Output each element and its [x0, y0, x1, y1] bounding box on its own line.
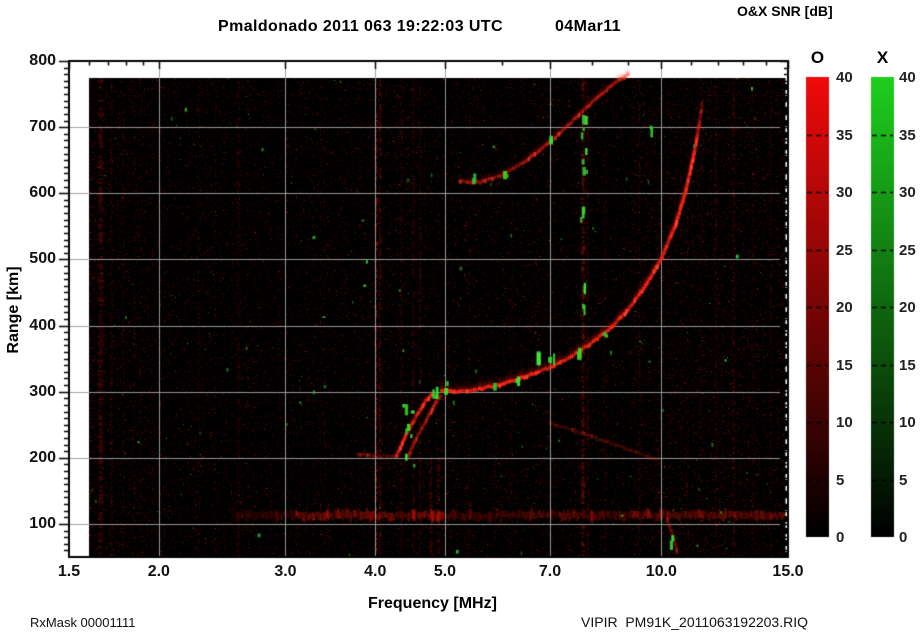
colorbar-tick-label: 5	[899, 471, 908, 489]
colorbar-tick-label: 0	[836, 529, 845, 546]
colorbar-tick-label: 30	[899, 184, 916, 201]
x-tick-label: 2.0	[147, 563, 170, 580]
y-tick-label: 100	[29, 514, 56, 532]
colorbar-tick-label: 30	[836, 184, 853, 201]
colorbar-tick-label: 5	[836, 471, 845, 489]
colorbar-tick-label: 10	[836, 414, 853, 431]
x-axis-label: Frequency [MHz]	[368, 595, 497, 612]
x-tick-label: 4.0	[364, 563, 387, 580]
colorbar-x-header: X	[876, 48, 889, 67]
y-axis-label: Range [km]	[5, 266, 22, 354]
colorbar-tick-label: 25	[899, 241, 916, 259]
rxmask-text: RxMask 00001111	[30, 615, 136, 630]
x-tick-label: 15.0	[772, 563, 804, 580]
colorbar-tick-label: 10	[899, 414, 916, 431]
colorbar-tick-label: 40	[836, 69, 853, 86]
colorbar-tick-label: 25	[836, 241, 853, 259]
y-tick-label: 700	[29, 118, 56, 136]
plot-date: 04Mar11	[555, 18, 621, 35]
x-tick-label: 3.0	[274, 563, 297, 580]
colorbar-tick-label: 15	[899, 356, 916, 374]
x-tick-label: 7.0	[538, 563, 562, 580]
y-tick-label: 300	[29, 382, 56, 400]
plot-title: Pmaldonado 2011 063 19:22:03 UTC	[218, 18, 503, 35]
colorbar-tick-label: 35	[836, 126, 853, 144]
y-tick-label: 200	[29, 448, 56, 466]
colorbar-tick-label: 0	[899, 529, 908, 546]
colorbar-tick-label: 40	[899, 69, 916, 86]
instrument-filename: VIPIR PM91K_2011063192203.RIQ	[581, 614, 809, 630]
y-tick-label: 600	[29, 184, 56, 202]
x-tick-label: 5.0	[433, 563, 457, 580]
x-tick-label: 1.5	[57, 563, 81, 580]
colorbar-tick-label: 20	[836, 299, 853, 316]
colorbar-tick-label: 35	[899, 126, 916, 144]
y-tick-label: 500	[29, 250, 56, 268]
y-tick-label: 400	[29, 316, 56, 334]
y-tick-label: 800	[29, 52, 56, 69]
colorbar-tick-label: 15	[836, 356, 853, 374]
colorbar-tick-label: 20	[899, 299, 916, 316]
colorbar-title: O&X SNR [dB]	[737, 3, 833, 19]
colorbar-o-header: O	[810, 48, 825, 67]
x-tick-label: 10.0	[645, 563, 677, 580]
